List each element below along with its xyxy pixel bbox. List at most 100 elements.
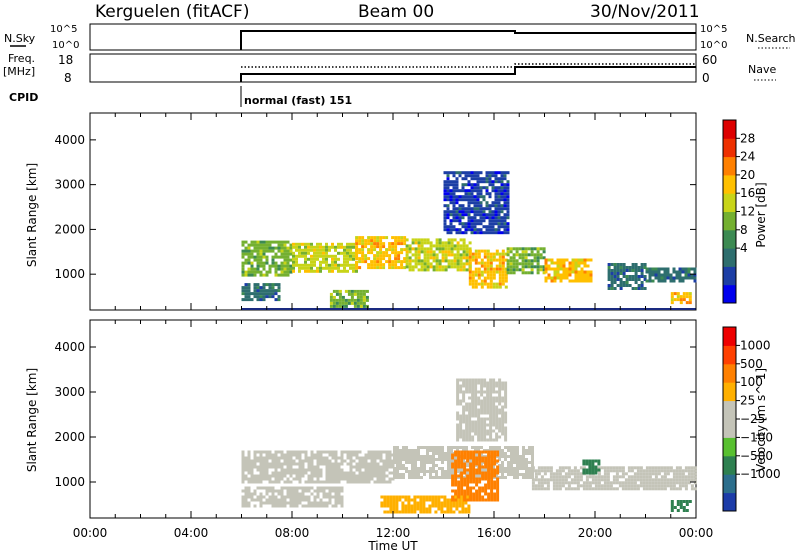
vel-cell — [346, 450, 350, 454]
power-cell — [289, 264, 293, 268]
vel-cell — [466, 483, 470, 487]
power-ytick-label: 1000 — [54, 267, 85, 281]
vel-cell — [434, 495, 438, 499]
vel-cell — [322, 501, 326, 505]
power-cell — [577, 273, 581, 277]
vel-cell — [501, 470, 504, 473]
power-cell — [479, 228, 483, 232]
power-cell — [480, 249, 484, 253]
power-cell — [672, 267, 676, 271]
power-cell — [456, 265, 460, 269]
power-cell — [247, 270, 251, 274]
power-cell — [571, 264, 575, 268]
power-cell — [676, 298, 680, 302]
power-cell — [482, 186, 486, 190]
power-cell — [379, 257, 383, 261]
power-cell — [497, 213, 501, 217]
vel-cell — [432, 449, 435, 452]
vel-cell — [627, 469, 631, 473]
power-cell — [619, 287, 623, 290]
vel-cell — [451, 456, 455, 460]
power-cell — [470, 177, 474, 181]
vel-cell — [337, 492, 341, 496]
power-cell — [477, 273, 481, 277]
vel-cell — [247, 453, 251, 457]
power-cell — [482, 219, 486, 223]
vel-cell — [292, 459, 296, 463]
vel-cell — [486, 393, 490, 397]
vel-cell — [334, 456, 338, 460]
power-cell — [473, 183, 477, 187]
vel-cell — [498, 470, 501, 473]
power-cell — [571, 258, 575, 262]
vel-cell — [265, 474, 269, 478]
vel-cell — [651, 484, 655, 488]
power-cell — [474, 273, 478, 277]
power-cell — [408, 268, 412, 272]
vel-cell — [265, 498, 269, 502]
vel-cell — [286, 465, 290, 469]
power-cell — [675, 276, 679, 280]
vel-cell — [487, 471, 491, 475]
vel-cell — [437, 507, 441, 511]
power-cell — [524, 271, 528, 275]
vel-cell — [465, 420, 469, 424]
vel-cell — [469, 477, 473, 481]
vel-cell — [331, 465, 335, 469]
power-cell — [616, 266, 620, 269]
power-cell — [688, 295, 692, 299]
vel-cell — [531, 466, 535, 470]
power-cell — [449, 192, 453, 196]
vel-cell — [663, 475, 667, 479]
vel-cell — [603, 472, 607, 476]
power-cell — [262, 255, 266, 259]
vel-cell — [274, 462, 278, 466]
vel-cell — [295, 450, 299, 454]
power-cell — [259, 292, 263, 296]
vel-cell — [352, 480, 356, 484]
power-cell — [438, 268, 442, 272]
vel-cell — [477, 408, 481, 412]
vel-cell — [417, 473, 420, 476]
power-cell — [349, 257, 352, 261]
vel-cell — [466, 456, 470, 460]
vel-cell — [322, 459, 326, 463]
vel-cell — [244, 477, 248, 481]
vel-cell — [615, 475, 619, 479]
power-cell — [414, 241, 418, 245]
vel-cell — [426, 458, 429, 461]
vel-cell — [685, 500, 689, 503]
vel-cell — [501, 396, 505, 400]
power-cell — [470, 219, 474, 223]
vel-cell — [340, 456, 344, 460]
vel-cell — [328, 465, 332, 469]
power-cell — [343, 263, 346, 267]
power-cell — [313, 257, 316, 261]
power-cbar-segment — [723, 266, 736, 286]
power-cell — [693, 279, 697, 283]
power-cell — [286, 270, 290, 274]
power-cell — [681, 276, 685, 280]
vel-cell — [455, 495, 459, 499]
vel-cell — [480, 411, 484, 415]
vel-cell — [469, 492, 473, 496]
vel-cell — [401, 501, 405, 505]
vel-cell — [588, 484, 592, 488]
vel-cell — [582, 487, 586, 491]
vel-cell — [471, 399, 475, 403]
vel-cell — [454, 462, 458, 466]
vel-cell — [247, 459, 251, 463]
vel-cell — [672, 481, 676, 485]
power-cell — [562, 276, 566, 280]
power-cell — [256, 252, 260, 256]
vel-cell — [408, 461, 411, 464]
vel-cell — [495, 399, 499, 403]
power-cell — [298, 248, 301, 252]
vel-cell — [585, 487, 589, 491]
vel-cell — [504, 446, 507, 449]
power-cell — [580, 276, 584, 280]
power-cell — [283, 252, 287, 256]
power-cell — [503, 192, 507, 196]
vel-cell — [250, 495, 254, 499]
power-cell — [277, 286, 281, 290]
